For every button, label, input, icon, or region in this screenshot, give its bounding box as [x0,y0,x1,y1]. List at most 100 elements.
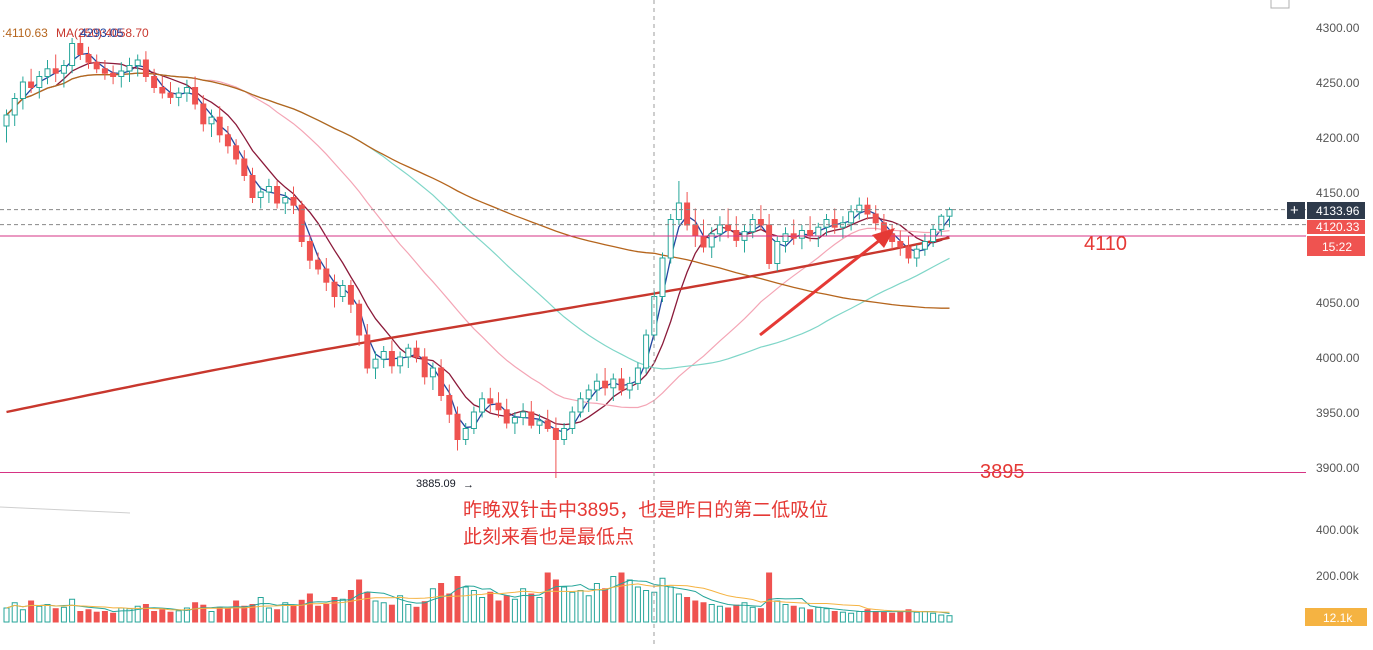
candle-body [552,428,559,440]
price-axis[interactable]: 4300.00 4250.00 4200.00 4150.00 4050.00 … [1316,21,1360,475]
volume-bar [413,606,420,623]
candle-body [782,233,789,243]
moving-averages [6,52,951,433]
candle-body [134,59,141,66]
candle-body [60,65,67,74]
volume-bar [520,588,527,623]
candle-body [3,114,10,127]
candle-body [798,230,805,239]
candle-body [183,87,190,94]
volume-bar [60,606,67,623]
candle-body [159,87,166,94]
candle-body [241,158,248,176]
candle-body [807,230,814,237]
candle-body [175,92,182,98]
candle-body [749,219,756,233]
candle-body [921,241,928,250]
volume-bar [766,572,773,623]
volume-bar [298,599,305,623]
volume-bar [364,591,371,623]
add-alert-button[interactable]: + [1287,202,1305,219]
candle-body [347,285,354,305]
volume-bar [85,609,92,623]
volume-bar [913,611,920,623]
candle-body [585,389,592,400]
candle-body [200,103,207,125]
candle-body [593,380,600,391]
candle-body [28,81,35,88]
candle-body [36,76,43,88]
candle-body [298,204,305,242]
volume-bar [397,595,404,623]
volume-bar [249,604,256,623]
volume-bar [208,611,215,623]
candle-body [577,398,584,413]
volume-bar [265,607,272,623]
candle-body [405,347,412,358]
scale-toggle-button[interactable] [1270,0,1290,9]
volume-bar [110,612,117,623]
volume-bar [274,609,281,623]
volume-bar [257,597,264,623]
volume-bar [938,614,945,623]
price-tick: 4300.00 [1316,21,1360,35]
volume-bar [167,611,174,623]
candle-body [388,351,395,367]
ma-line-teal [6,72,950,370]
candle-body [249,175,256,198]
volume-bar [36,605,43,623]
volume-bar [585,595,592,623]
candle-body [831,219,838,228]
candle-body [487,398,494,404]
candle-body [848,211,855,224]
candle-body [602,380,609,389]
candle-body [946,209,953,217]
volume-bar [880,611,887,623]
level-label-3895: 3895 [980,461,1025,483]
volume-bar [569,591,576,623]
volume-bar [175,610,182,623]
candle-body [69,43,76,66]
volume-bar [511,598,518,623]
candles [3,32,953,478]
candle-body [872,213,879,224]
volume-bar [544,572,551,623]
volume-bar [331,597,338,623]
candle-body [208,116,215,125]
price-tick: 4200.00 [1316,131,1360,145]
candle-body [438,367,445,396]
volume-bar [700,602,707,623]
volume-bar [618,572,625,623]
volume-bar [667,586,674,623]
volume-bar [643,590,650,623]
volume-bar [93,611,100,623]
candle-body [257,191,264,198]
volume-bar [306,593,313,623]
volume-bar [405,604,412,623]
volume-bar [774,600,781,623]
candle-body [118,70,125,77]
volume-bar [101,611,108,623]
ma-line-pink [6,72,950,409]
volume-bar [692,600,699,623]
volume-bar [503,595,510,623]
price-tick: 4050.00 [1316,296,1360,310]
candle-body [667,219,674,259]
ma-overlap-value: 4293.05 [80,26,124,40]
candle-body [897,241,904,248]
volume-bar [356,579,363,623]
volume-bar [536,597,543,623]
candle-body [618,378,625,391]
volume-bar [872,611,879,623]
volume-bar [905,609,912,623]
note-line-2: 此刻来看也是最低点 [463,526,634,548]
volume-bar [388,604,395,623]
volume-bar [224,608,231,623]
volume-bar [757,608,764,623]
candle-body [429,367,436,378]
volume-tick: 200.00k [1316,569,1360,583]
volume-bar [577,590,584,623]
volume-bar [495,600,502,623]
